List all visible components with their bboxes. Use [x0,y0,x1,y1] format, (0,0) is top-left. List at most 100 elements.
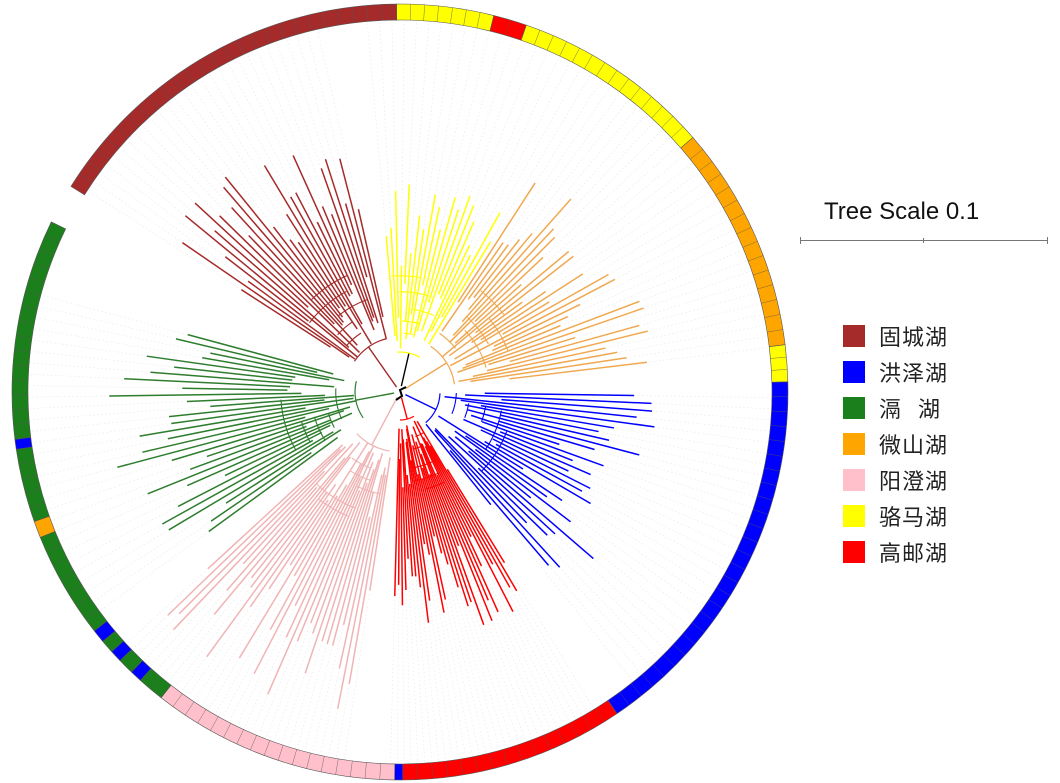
clade-0 [367,22,592,387]
leaf-branch [457,307,644,373]
leaf-branch [292,155,353,286]
leaf-branch [357,209,384,318]
leaf-guide [390,600,395,762]
leaf-branch [167,400,357,440]
legend-label: 洪泽湖 [879,362,949,387]
leaf-branch [457,182,536,303]
clade-stem [405,394,437,411]
leaf-branch [210,394,355,408]
leaf-branch [428,474,485,626]
leaf-branch [224,256,309,322]
clade-subarc [464,403,470,419]
leaf-branch [324,158,379,324]
leaf-guide [194,592,268,701]
leaf-branch [242,443,354,565]
leaf-guide [435,27,466,191]
leaf-branch [421,479,443,554]
leaf-guide [328,712,338,756]
leaf-branch [425,423,492,506]
leaf-branch [434,427,528,524]
leaf-branch [425,441,494,565]
leaf-guide [630,336,766,358]
leaf-branch [434,429,561,568]
legend-label: 固城湖 [879,326,949,351]
leaf-branch [444,395,637,418]
leaf-guide [32,416,166,432]
leaf-branch [394,428,400,597]
leaf-branch [289,442,369,566]
legend-swatch [843,541,865,563]
leaf-branch [495,443,583,492]
leaf-guide [45,461,169,499]
leaf-branch [446,468,506,564]
clade-stem [400,397,408,420]
leaf-branch [207,444,344,570]
leaf-branch [187,333,334,375]
clade-arc [353,338,387,362]
legend-swatch [843,325,865,347]
leaf-guide [266,46,331,211]
leaf-guide [556,122,654,227]
leaf-branch [397,458,401,585]
leaf-branch [223,186,344,326]
leaf-branch [177,431,323,508]
leaf-branch [296,489,361,642]
leaf-branch [369,457,391,591]
leaf-branch [410,460,426,545]
leaf-branch [464,404,599,433]
leaf-guide [174,98,272,224]
leaf-branch [219,215,361,353]
leaf-guide [320,672,339,754]
leaf-guide [138,616,177,655]
leaf-guide [585,492,725,570]
leaf-branch [423,244,471,342]
leaf-branch [467,244,509,300]
leaf-branch [224,176,345,323]
legend-swatch [843,469,865,491]
leaf-guide [247,54,292,152]
leaf-guide [506,565,594,708]
leaf-guide [188,609,249,696]
leaf-guide [618,219,728,278]
leaf-guide [440,30,478,204]
leaf-branch [289,239,341,309]
leaf-branch [150,371,335,388]
leaf-branch [336,467,386,709]
clade-subarc [346,332,362,346]
clade-stem [400,352,410,387]
leaf-branch [465,324,561,366]
leaf-branch [492,315,569,352]
legend-swatch [843,505,865,527]
leaf-guide [304,649,332,750]
leaf-guide [144,632,171,661]
leaf-branch [488,336,576,366]
leaf-guide [444,616,473,755]
leaf-guide [208,661,238,709]
leaf-branch [480,429,569,472]
leaf-guide [596,560,681,634]
leaf-branch [338,474,383,669]
leaf-branch [458,351,618,383]
leaf-branch [168,431,334,531]
leaf-branch [186,412,353,487]
clade-subarc [316,484,356,509]
leaf-guide [39,306,173,339]
legend-item-luoma: 骆马湖 [843,498,948,534]
leaf-branch [202,357,330,381]
clade-arc [425,393,441,424]
leaf-branch [189,425,307,470]
leaf-guide [228,63,295,190]
leaf-guide [617,428,765,454]
leaf-guide [183,91,288,237]
leaf-branch [172,470,325,631]
leaf-branch [344,203,368,278]
leaf-guide [88,191,239,288]
leaf-guide [549,537,666,651]
leaf-branch [498,420,595,451]
leaf-branch [147,419,332,495]
leaf-guide [100,173,246,280]
leaf-branch [454,436,532,499]
leaf-guide [289,645,322,746]
leaf-branch [448,435,556,535]
leaf-branch [206,491,328,658]
